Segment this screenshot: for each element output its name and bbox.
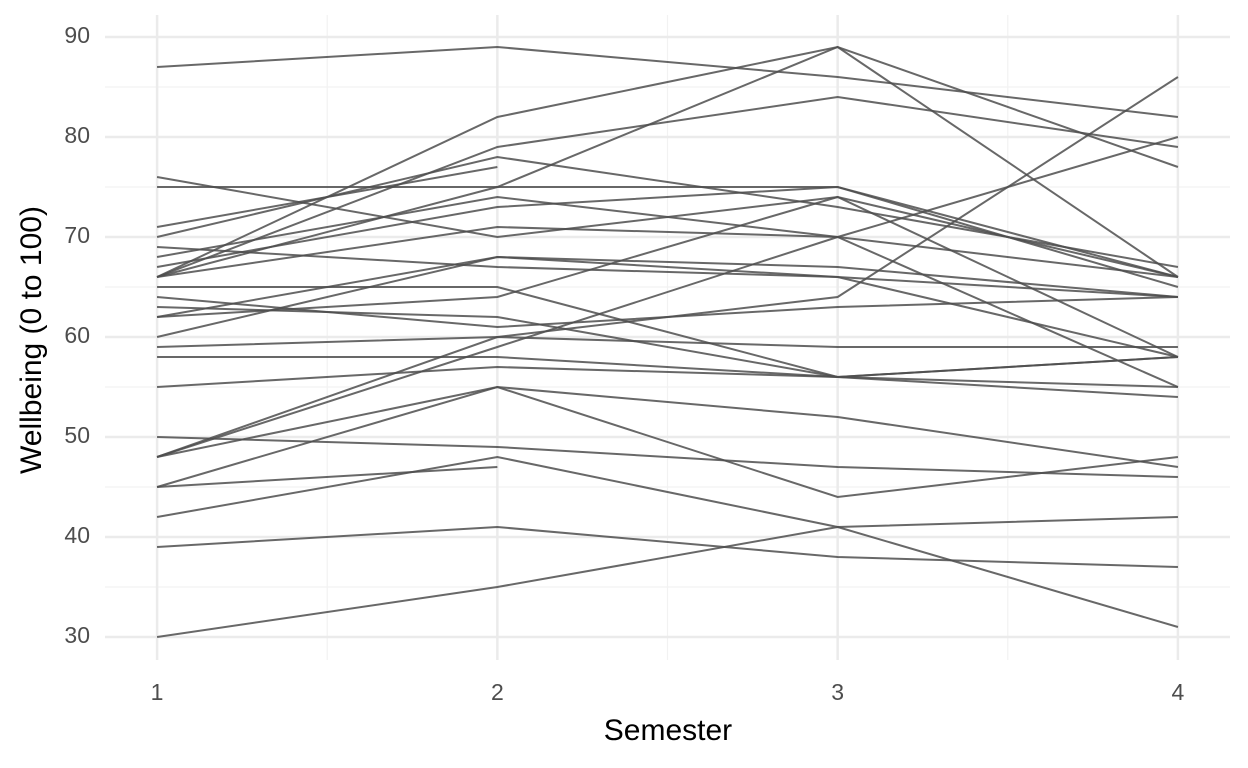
data-line [156,255,1179,338]
y-tick-label: 70 [64,222,90,248]
data-line [156,195,1179,388]
data-line [157,365,1178,398]
x-tick-label: 1 [151,679,164,705]
y-tick-label: 50 [64,422,90,448]
data-line [156,45,1179,278]
data-line [157,195,1179,358]
x-tick-label: 3 [831,679,844,705]
data-line [157,246,1179,358]
data-line [157,45,1179,118]
data-line [157,436,1178,478]
y-axis-title: Wellbeing (0 to 100) [15,206,48,474]
data-line [157,525,1178,568]
x-tick-label: 2 [491,679,504,705]
data-line [157,335,1178,348]
y-tick-label: 80 [64,122,90,148]
data-line [157,466,498,488]
y-tick-label: 90 [64,22,90,48]
data-line [156,455,1179,628]
data-line [156,385,1179,499]
y-tick-label: 40 [64,522,90,548]
data-line [157,286,1178,388]
x-tick-label: 4 [1172,679,1185,705]
data-line [156,76,1179,458]
data-line [156,185,1179,288]
data-line [156,516,1178,638]
data-line [157,186,1179,278]
y-tick-label: 30 [64,622,90,648]
data-line [156,95,1179,278]
data-line [156,385,1179,468]
x-axis-title: Semester [604,714,732,747]
y-tick-label: 60 [64,322,90,348]
data-line [156,225,1179,278]
